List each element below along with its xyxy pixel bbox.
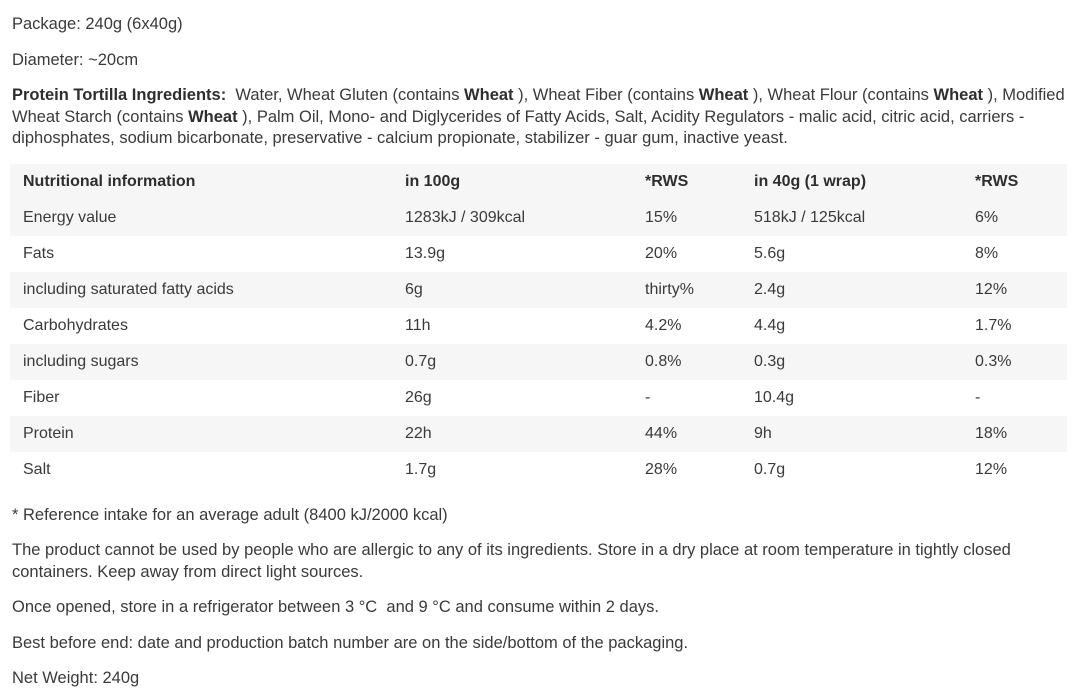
nutrition-table-cell: 0.3% (975, 352, 1012, 370)
nutrition-column-header: *RWS (645, 172, 689, 190)
nutrition-table-cell: including sugars (23, 352, 139, 370)
nutrition-column-header: *RWS (975, 172, 1019, 190)
nutrition-table-cell: including saturated fatty acids (23, 280, 234, 298)
nutrition-table-cell: 0.3g (754, 352, 786, 370)
nutrition-table-cell: 15% (645, 208, 678, 226)
package-info: Package: 240g (6x40g) (12, 15, 183, 33)
nutrition-table-row: Fiber 26g - 10.4g - (10, 379, 1067, 416)
nutrition-table-row: Fats 13.9g 20% 5.6g 8% (10, 235, 1067, 272)
nutrition-table-cell: Fats (23, 244, 55, 262)
nutrition-table-cell: 22h (405, 424, 432, 442)
nutrition-table-row: Energy value 1283kJ / 309kcal 15% 518kJ / 1… (10, 199, 1067, 236)
nutrition-table-cell: Energy value (23, 208, 117, 226)
nutrition-table-cell: 10.4g (754, 388, 795, 406)
product-description-page: Package: 240g (6x40g) Diameter: ~20cm Pr… (10, 14, 1067, 690)
nutrition-table-cell: 18% (975, 424, 1008, 442)
ingredient-segment: Wheat (698, 86, 749, 104)
nutrition-table-cell: 6% (975, 208, 999, 226)
nutrition-table-cell: 1.7% (975, 316, 1012, 334)
nutrition-column-header: Nutritional information (23, 172, 196, 190)
nutrition-table-row: including sugars 0.7g 0.8% 0.3g 0.3% (10, 343, 1067, 380)
nutrition-column-header: in 100g (405, 172, 461, 190)
nutrition-table-body: Energy value 1283kJ / 309kcal 15% 518kJ / 1… (10, 199, 1067, 488)
nutrition-table-cell: 12% (975, 280, 1008, 298)
nutrition-table-cell: Salt (23, 460, 51, 478)
nutrition-table-row: including saturated fatty acids 6g thirty%… (10, 271, 1067, 308)
nutrition-table-cell: 28% (645, 460, 678, 478)
nutrition-table-cell: Protein (23, 424, 74, 442)
nutrition-table: Nutritional information in 100g *RWS in 40g… (10, 163, 1067, 488)
ingredient-segment: ), Palm Oil, Mono- and Diglycerides of F… (12, 107, 1029, 148)
diameter-info: Diameter: ~20cm (12, 50, 139, 69)
nutrition-table-cell: 4.2% (645, 316, 682, 334)
ingredient-segment: ), Modified Wheat Starch (contains (12, 86, 1070, 126)
nutrition-table-cell: 0.7g (754, 460, 786, 478)
best-before-note: Best before end: date and production bat… (12, 633, 689, 652)
nutrition-table-cell: 0.7g (405, 352, 437, 370)
nutrition-table-cell: Carbohydrates (23, 316, 128, 334)
nutrition-table-cell: Fiber (23, 388, 60, 406)
nutrition-table-header-row: Nutritional information in 100g *RWS in 40g… (10, 163, 1067, 200)
nutrition-table-cell: thirty% (645, 280, 694, 298)
allergy-storage-note: The product cannot be used by people who… (12, 541, 1016, 581)
ingredient-segment: ), Wheat Fiber (contains (513, 86, 699, 104)
ingredient-segment: Protein Tortilla Ingredients: (12, 86, 227, 104)
nutrition-table-cell: 20% (645, 244, 678, 262)
nutrition-table-cell: 5.6g (754, 244, 786, 262)
nutrition-table-cell: 0.8% (645, 352, 682, 370)
nutrition-table-cell: 44% (645, 424, 678, 442)
reference-intake-note: * Reference intake for an average adult … (12, 505, 448, 524)
nutrition-table-cell: 13.9g (405, 244, 446, 262)
nutrition-table-cell: 11h (405, 316, 431, 334)
ingredient-segment: Water, Wheat Gluten (contains (226, 86, 465, 104)
nutrition-column-header: in 40g (1 wrap) (754, 172, 867, 190)
ingredient-segment: ), Wheat Flour (contains (748, 86, 934, 104)
nutrition-table-row: Carbohydrates 11h 4.2% 4.4g 1.7% (10, 307, 1067, 344)
nutrition-table-cell: - (645, 388, 651, 406)
refrigeration-note: Once opened, store in a refrigerator bet… (12, 598, 659, 616)
nutrition-table-cell: 2.4g (754, 280, 786, 298)
nutrition-table-cell: - (975, 388, 981, 406)
ingredient-segment: Wheat (933, 86, 984, 104)
net-weight: Net Weight: 240g (12, 669, 140, 687)
nutrition-table-cell: 6g (405, 280, 423, 298)
nutrition-table-cell: 4.4g (754, 316, 786, 334)
nutrition-table-cell: 518kJ / 125kcal (754, 208, 866, 226)
nutrition-table-cell: 26g (405, 388, 432, 406)
nutrition-table-cell: 1.7g (405, 460, 437, 478)
ingredient-segment: Wheat (464, 86, 514, 104)
nutrition-table-row: Protein 22h 44% 9h 18% (10, 415, 1067, 452)
ingredient-segment: Wheat (188, 107, 238, 126)
nutrition-table-cell: 1283kJ / 309kcal (405, 208, 526, 226)
ingredients-paragraph: Protein Tortilla Ingredients: Water, Whe… (12, 85, 1065, 150)
nutrition-table-row: Salt 1.7g 28% 0.7g 12% (10, 451, 1067, 488)
nutrition-table-cell: 8% (975, 244, 999, 262)
nutrition-table-cell: 9h (754, 424, 772, 442)
nutrition-table-cell: 12% (975, 460, 1008, 478)
